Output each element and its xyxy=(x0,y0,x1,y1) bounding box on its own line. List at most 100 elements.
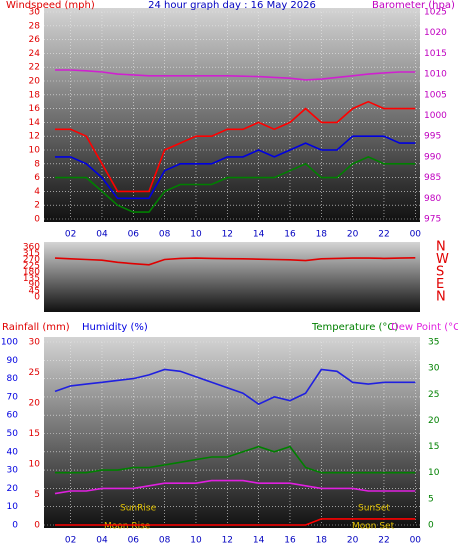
data-line xyxy=(54,368,416,406)
y-tick-label: 6 xyxy=(34,173,40,183)
x-tick-label: 14 xyxy=(253,230,265,240)
x-tick-label: 04 xyxy=(96,230,108,240)
y-tick-label: 0 xyxy=(34,293,40,303)
y-tick-label: 26 xyxy=(29,35,41,45)
y-tick-label: 975 xyxy=(424,215,441,225)
y-tick-label: 180 xyxy=(23,268,40,278)
data-line xyxy=(54,257,416,266)
y-tick-label: 30 xyxy=(29,8,41,18)
y-tick-label: 1015 xyxy=(424,49,447,59)
y-tick-label: 50 xyxy=(7,429,19,439)
y-tick-label: 0 xyxy=(428,521,434,531)
y-tick-label: 30 xyxy=(428,364,440,374)
axis-title: Humidity (%) xyxy=(82,322,148,333)
x-tick-label: 16 xyxy=(284,230,296,240)
x-tick-label: 04 xyxy=(96,536,108,546)
y-tick-label: W xyxy=(436,252,449,267)
axis-title: Rainfall (mm) xyxy=(2,322,70,333)
y-tick-label: 980 xyxy=(424,194,441,204)
y-tick-label: 28 xyxy=(29,21,41,31)
y-tick-label: 10 xyxy=(428,468,440,478)
y-tick-label: 22 xyxy=(29,63,40,73)
y-tick-label: 18 xyxy=(29,90,41,100)
data-line xyxy=(55,156,416,213)
y-tick-label: 315 xyxy=(23,249,40,259)
y-tick-label: 5 xyxy=(34,490,40,500)
x-tick-label: 12 xyxy=(222,536,233,546)
plot-area xyxy=(44,337,420,528)
x-tick-label: 18 xyxy=(316,230,328,240)
annotation: Moon Set xyxy=(352,522,395,532)
y-tick-label: 90 xyxy=(7,356,19,366)
y-tick-label: S xyxy=(436,265,444,280)
x-tick-label: 10 xyxy=(190,230,202,240)
y-tick-label: 985 xyxy=(424,173,441,183)
y-tick-label: 40 xyxy=(7,447,19,457)
y-tick-label: 990 xyxy=(424,152,441,162)
axis-title: Barometer (hpa) xyxy=(372,0,455,11)
y-tick-label: 15 xyxy=(428,442,439,452)
x-tick-label: 12 xyxy=(222,230,233,240)
x-tick-label: 00 xyxy=(410,230,422,240)
y-tick-label: 0 xyxy=(12,521,18,531)
axis-title: Temperature (°C) xyxy=(311,322,398,333)
data-line xyxy=(55,445,416,474)
annotation: SunRise xyxy=(120,504,157,514)
y-tick-label: 20 xyxy=(428,416,440,426)
y-tick-label: 24 xyxy=(29,49,41,59)
axis-title: Windspeed (mph) xyxy=(6,0,95,11)
x-tick-label: 16 xyxy=(284,536,296,546)
y-tick-label: 15 xyxy=(29,429,40,439)
y-tick-label: N xyxy=(436,240,446,255)
axis-title: 24 hour graph day : 16 May 2026 xyxy=(148,0,316,11)
y-tick-label: 20 xyxy=(29,77,41,87)
x-tick-label: 18 xyxy=(316,536,328,546)
y-tick-label: 1000 xyxy=(424,111,447,121)
y-tick-label: 25 xyxy=(428,390,439,400)
data-line xyxy=(55,100,416,193)
y-tick-label: 0 xyxy=(34,521,40,531)
y-tick-label: 1005 xyxy=(424,90,447,100)
y-tick-label: 0 xyxy=(34,215,40,225)
y-tick-label: 12 xyxy=(29,132,40,142)
y-tick-label: 20 xyxy=(7,484,19,494)
x-tick-label: 08 xyxy=(159,230,171,240)
y-tick-label: 100 xyxy=(1,338,18,348)
data-line xyxy=(54,479,416,495)
data-line xyxy=(55,69,416,81)
y-tick-label: 16 xyxy=(29,104,41,114)
plot-area xyxy=(44,8,420,222)
x-tick-label: 02 xyxy=(65,536,76,546)
y-tick-label: N xyxy=(436,290,446,305)
y-tick-label: 14 xyxy=(29,118,41,128)
y-tick-label: 225 xyxy=(23,261,40,271)
y-tick-label: 1025 xyxy=(424,8,447,18)
y-tick-label: 30 xyxy=(7,466,19,476)
x-tick-label: 02 xyxy=(65,230,76,240)
x-tick-label: 20 xyxy=(347,536,359,546)
data-line xyxy=(55,518,416,526)
x-tick-label: 22 xyxy=(378,536,389,546)
data-line xyxy=(55,135,416,200)
y-tick-label: 90 xyxy=(29,280,41,290)
y-tick-label: 70 xyxy=(7,392,19,402)
x-tick-label: 14 xyxy=(253,536,265,546)
axis-title: Dew Point (°C xyxy=(391,322,458,333)
x-tick-label: 10 xyxy=(190,536,202,546)
y-tick-label: 10 xyxy=(7,502,19,512)
annotation: SunSet xyxy=(358,504,390,514)
y-tick-label: 360 xyxy=(23,243,40,253)
y-tick-label: 5 xyxy=(428,494,434,504)
y-tick-label: 4 xyxy=(34,187,40,197)
y-tick-label: 45 xyxy=(29,286,40,296)
x-tick-label: 06 xyxy=(128,230,140,240)
x-tick-label: 06 xyxy=(128,536,140,546)
y-tick-label: 135 xyxy=(23,274,40,284)
y-tick-label: 1020 xyxy=(424,28,447,38)
y-tick-label: 80 xyxy=(7,374,19,384)
x-tick-label: 00 xyxy=(410,536,422,546)
x-tick-label: 22 xyxy=(378,230,389,240)
x-tick-label: 08 xyxy=(159,536,171,546)
x-tick-label: 20 xyxy=(347,230,359,240)
